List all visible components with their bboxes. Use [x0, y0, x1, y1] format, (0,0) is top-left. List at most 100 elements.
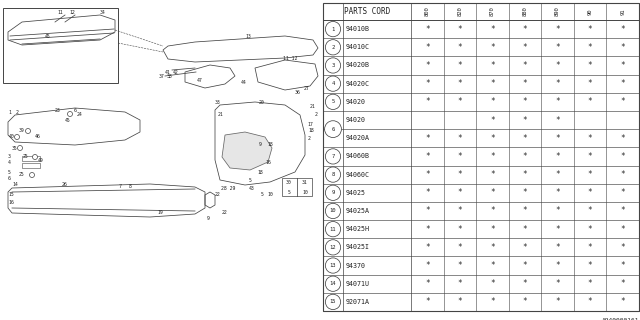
Text: *: *	[556, 79, 560, 88]
Text: *: *	[588, 79, 593, 88]
Text: *: *	[556, 116, 560, 124]
Text: *: *	[490, 297, 495, 307]
Text: *: *	[556, 170, 560, 179]
Text: 9: 9	[332, 190, 335, 195]
Text: *: *	[458, 243, 462, 252]
Circle shape	[325, 40, 340, 55]
Text: *: *	[425, 188, 429, 197]
Text: 10: 10	[267, 191, 273, 196]
Text: *: *	[588, 134, 593, 143]
Circle shape	[325, 94, 340, 109]
Text: 16: 16	[8, 199, 13, 204]
Text: *: *	[523, 279, 527, 288]
Text: *: *	[458, 152, 462, 161]
Text: *: *	[620, 97, 625, 106]
Text: *: *	[588, 188, 593, 197]
Text: *: *	[620, 43, 625, 52]
Text: *: *	[588, 170, 593, 179]
Text: 4: 4	[8, 161, 11, 165]
Text: *: *	[556, 206, 560, 215]
Text: 10: 10	[302, 189, 308, 195]
Text: *: *	[458, 188, 462, 197]
Text: *: *	[556, 25, 560, 34]
Circle shape	[325, 258, 340, 273]
Text: *: *	[556, 43, 560, 52]
Text: 11: 11	[57, 10, 63, 14]
Polygon shape	[222, 132, 272, 170]
Text: *: *	[458, 43, 462, 52]
Text: 30: 30	[286, 180, 292, 185]
Text: 17: 17	[307, 122, 313, 126]
Text: 2: 2	[332, 45, 335, 50]
Text: *: *	[556, 188, 560, 197]
Text: 6: 6	[8, 177, 11, 181]
Text: 44: 44	[241, 79, 247, 84]
Text: 13: 13	[330, 263, 336, 268]
Text: 36: 36	[295, 90, 301, 94]
Text: 40: 40	[9, 134, 15, 140]
Text: *: *	[620, 25, 625, 34]
Text: *: *	[620, 297, 625, 307]
Text: 94025: 94025	[346, 190, 366, 196]
Text: *: *	[425, 279, 429, 288]
Text: 11 12: 11 12	[283, 57, 297, 61]
Text: 94020B: 94020B	[346, 62, 370, 68]
Circle shape	[26, 129, 31, 133]
Text: *: *	[523, 97, 527, 106]
Text: 12: 12	[330, 245, 336, 250]
Text: 22: 22	[215, 193, 221, 197]
Text: *: *	[490, 225, 495, 234]
Text: *: *	[620, 79, 625, 88]
Text: 94020C: 94020C	[346, 81, 370, 87]
Text: *: *	[490, 79, 495, 88]
Text: *: *	[458, 97, 462, 106]
Text: 24: 24	[77, 113, 83, 117]
Text: *: *	[620, 225, 625, 234]
Text: 8: 8	[332, 172, 335, 177]
Text: *: *	[556, 261, 560, 270]
Text: 91: 91	[620, 8, 625, 15]
Text: 9: 9	[207, 217, 209, 221]
Text: *: *	[425, 43, 429, 52]
Text: 34: 34	[100, 10, 106, 14]
Text: *: *	[523, 188, 527, 197]
Text: 15: 15	[8, 193, 13, 197]
Text: 10: 10	[330, 208, 336, 213]
Text: *: *	[458, 279, 462, 288]
Text: *: *	[458, 79, 462, 88]
Text: 41: 41	[165, 69, 171, 75]
Text: 94060C: 94060C	[346, 172, 370, 178]
Text: 6: 6	[332, 127, 335, 132]
Text: *: *	[588, 97, 593, 106]
Circle shape	[325, 167, 340, 182]
Text: 4: 4	[332, 81, 335, 86]
Text: *: *	[523, 134, 527, 143]
Text: 15: 15	[330, 300, 336, 304]
Text: 8: 8	[129, 183, 131, 188]
Text: 18: 18	[257, 170, 263, 174]
Circle shape	[325, 185, 340, 200]
Text: 20: 20	[259, 100, 265, 105]
Circle shape	[325, 58, 340, 73]
Text: 33: 33	[215, 100, 221, 105]
Text: 25: 25	[19, 172, 25, 178]
Text: *: *	[523, 297, 527, 307]
Text: 94020A: 94020A	[346, 135, 370, 141]
Text: 37: 37	[159, 75, 165, 79]
Text: 3: 3	[332, 63, 335, 68]
Text: 94025H: 94025H	[346, 226, 370, 232]
Text: 7: 7	[332, 154, 335, 159]
Text: *: *	[425, 25, 429, 34]
Text: 820: 820	[458, 7, 462, 16]
Bar	[3, 8, 118, 83]
Text: *: *	[490, 279, 495, 288]
Circle shape	[325, 203, 340, 219]
Text: *: *	[523, 243, 527, 252]
Text: *: *	[425, 79, 429, 88]
Text: 94020: 94020	[346, 99, 366, 105]
Text: 21: 21	[310, 105, 316, 109]
Text: 46: 46	[35, 134, 41, 140]
Circle shape	[33, 155, 38, 159]
Text: *: *	[490, 25, 495, 34]
Text: 9: 9	[259, 142, 261, 148]
